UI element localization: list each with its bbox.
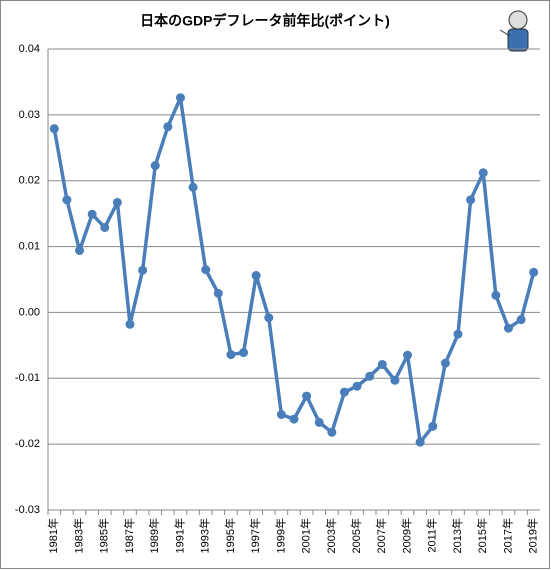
x-tick-label: 2015年	[475, 518, 489, 553]
data-point	[75, 246, 85, 256]
data-point	[251, 271, 261, 281]
data-point	[213, 288, 223, 298]
data-point	[453, 329, 463, 339]
data-point	[49, 124, 59, 134]
data-point	[428, 421, 438, 431]
mascot-icon	[499, 10, 529, 52]
x-tick-label: 2013年	[450, 518, 464, 553]
data-point	[352, 381, 362, 391]
y-tick-label: -0.03	[15, 504, 40, 516]
y-tick-label: 0.03	[19, 109, 40, 121]
data-point	[466, 195, 476, 205]
data-point	[516, 315, 526, 325]
x-tick-label: 2011年	[425, 518, 439, 553]
data-point	[491, 290, 501, 300]
x-tick-label: 1993年	[198, 518, 212, 553]
chart-title: 日本のGDPデフレータ前年比(ポイント)	[140, 13, 390, 29]
x-tick-label: 1981年	[46, 518, 60, 553]
x-tick-label: 2017年	[500, 518, 514, 553]
data-point	[478, 168, 488, 178]
y-tick-label: -0.01	[15, 372, 40, 384]
y-tick-label: -0.02	[15, 438, 40, 450]
data-point	[239, 348, 249, 358]
data-point	[264, 313, 274, 323]
x-tick-label: 1983年	[71, 518, 85, 553]
y-tick-label: 0.00	[19, 306, 40, 318]
x-tick-label: 2005年	[349, 518, 363, 553]
y-tick-label: 0.04	[19, 43, 40, 55]
x-tick-label: 1987年	[122, 518, 136, 553]
data-point	[226, 350, 236, 360]
data-point	[201, 265, 211, 275]
x-tick-label: 1989年	[147, 518, 161, 553]
x-tick-label: 2001年	[299, 518, 313, 553]
data-point	[62, 195, 72, 205]
data-point	[339, 387, 349, 397]
x-tick-label: 1991年	[172, 518, 186, 553]
data-point	[365, 371, 375, 381]
data-point	[327, 427, 337, 437]
data-point	[100, 222, 110, 232]
data-point	[529, 267, 539, 277]
data-point	[150, 161, 160, 171]
y-tick-label: 0.01	[19, 240, 40, 252]
data-point	[276, 410, 286, 420]
data-point	[377, 359, 387, 369]
x-tick-label: 2007年	[374, 518, 388, 553]
x-tick-label: 1999年	[273, 518, 287, 553]
data-point	[415, 437, 425, 447]
data-point	[175, 93, 185, 103]
data-point	[163, 122, 173, 132]
y-tick-label: 0.02	[19, 175, 40, 187]
data-point	[440, 358, 450, 368]
x-tick-label: 1985年	[97, 518, 111, 553]
x-tick-label: 2009年	[399, 518, 413, 553]
x-tick-label: 1997年	[248, 518, 262, 553]
x-tick-label: 1995年	[223, 518, 237, 553]
data-point	[403, 350, 413, 360]
data-point	[289, 414, 299, 424]
data-point	[87, 209, 97, 219]
data-point	[314, 417, 324, 427]
data-point	[125, 319, 135, 329]
data-point	[112, 197, 122, 207]
x-tick-label: 2003年	[324, 518, 338, 553]
x-tick-label: 2019年	[526, 518, 540, 553]
data-point	[503, 323, 513, 333]
data-point	[138, 265, 148, 275]
data-point	[302, 391, 312, 401]
data-point	[188, 182, 198, 192]
data-point	[390, 375, 400, 385]
